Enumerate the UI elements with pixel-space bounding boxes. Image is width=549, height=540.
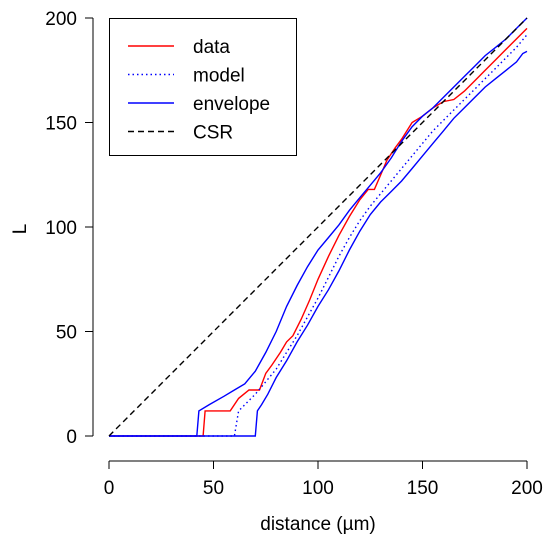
- x-axis-label: distance (µm): [260, 514, 375, 535]
- x-tick-label: 0: [104, 478, 115, 499]
- legend-label-data: data: [193, 37, 230, 58]
- y-tick-label: 150: [45, 114, 77, 135]
- legend-label-csr: CSR: [193, 123, 233, 144]
- x-tick-label: 150: [407, 478, 439, 499]
- series-line-envelope-lower: [109, 50, 528, 437]
- axes: 0 50 100 150 200 0 50 100 150 200: [45, 9, 543, 499]
- x-tick-label: 100: [302, 478, 334, 499]
- legend: data model envelope CSR: [109, 18, 297, 156]
- y-tick-label: 200: [45, 9, 77, 30]
- legend-label-model: model: [193, 66, 245, 87]
- y-axis-label: L: [10, 224, 31, 235]
- x-tick-label: 50: [203, 478, 224, 499]
- series-line-csr: [108, 17, 528, 437]
- series-layer: [108, 17, 528, 437]
- y-tick-label: 0: [66, 427, 77, 448]
- x-tick-label: 200: [511, 478, 543, 499]
- series-line-envelope-upper: [109, 17, 528, 437]
- legend-label-envelope: envelope: [193, 94, 270, 115]
- legend-box: [109, 18, 297, 156]
- y-tick-label: 50: [56, 323, 77, 344]
- y-tick-label: 100: [45, 218, 77, 239]
